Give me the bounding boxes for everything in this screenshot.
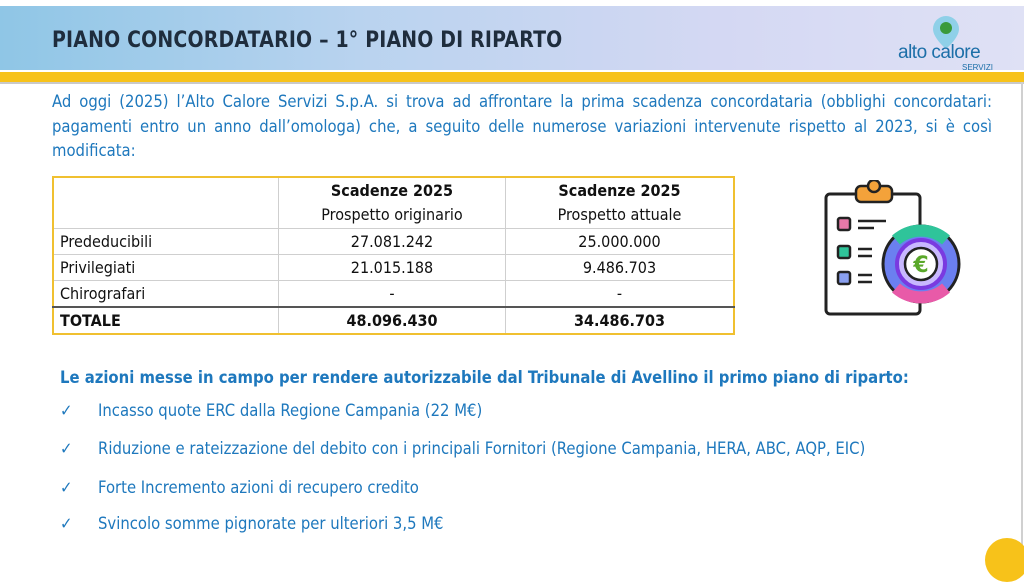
- action-text: Forte Incremento azioni di recupero cred…: [98, 478, 419, 497]
- alto-calore-logo: alto calore SERVIZI: [896, 12, 1006, 74]
- checkmark-icon: ✓: [60, 478, 73, 497]
- header-original: Scadenze 2025 Prospetto originario: [278, 176, 506, 229]
- column-title: Scadenze 2025: [558, 181, 681, 200]
- logo-text: alto calore: [898, 42, 981, 63]
- table-row: Privilegiati 21.015.188 9.486.703: [52, 254, 735, 281]
- right-divider: [1021, 82, 1023, 558]
- action-text: Riduzione e rateizzazione del debito con…: [98, 439, 866, 458]
- checkmark-icon: ✓: [60, 514, 73, 533]
- column-subtitle: Prospetto originario: [321, 205, 463, 224]
- cell-original: 27.081.242: [278, 228, 506, 255]
- action-text: Incasso quote ERC dalla Regione Campania…: [98, 401, 483, 420]
- deadlines-table: Scadenze 2025 Prospetto originario Scaden…: [52, 176, 735, 335]
- action-item: ✓ Incasso quote ERC dalla Regione Campani…: [60, 401, 482, 420]
- svg-text:€: €: [912, 253, 928, 278]
- clipboard-euro-icon: €: [824, 180, 961, 316]
- intro-paragraph: Ad oggi (2025) l’Alto Calore Servizi S.p…: [52, 92, 992, 160]
- table-row: Chirografari - -: [52, 280, 735, 308]
- header-empty-cell: [52, 176, 279, 229]
- location-pin-icon: [933, 16, 959, 49]
- header-gold-bar: [0, 72, 1024, 84]
- cell-current: -: [505, 280, 735, 308]
- table-header-row: Scadenze 2025 Prospetto originario Scaden…: [52, 176, 735, 229]
- column-title: Scadenze 2025: [330, 181, 454, 200]
- checkmark-icon: ✓: [60, 401, 73, 420]
- row-label: TOTALE: [52, 306, 279, 335]
- column-subtitle: Prospetto attuale: [557, 205, 682, 224]
- cell-original: 21.015.188: [278, 254, 506, 281]
- action-text: Svincolo somme pignorate per ulteriori 3…: [98, 514, 444, 533]
- cell-current: 25.000.000: [505, 228, 735, 255]
- cell-current: 34.486.703: [505, 306, 735, 335]
- row-label: Prededucibili: [52, 228, 279, 255]
- checkmark-icon: ✓: [60, 439, 73, 458]
- table-row: Prededucibili 27.081.242 25.000.000: [52, 228, 735, 255]
- slide-header: PIANO CONCORDATARIO – 1° PIANO DI RIPART…: [0, 6, 1024, 72]
- row-label: Chirografari: [52, 280, 279, 308]
- logo-subtext: SERVIZI: [962, 63, 993, 72]
- row-label: Privilegiati: [52, 254, 279, 281]
- actions-title: Le azioni messe in campo per rendere aut…: [60, 368, 909, 387]
- cell-original: -: [278, 280, 506, 308]
- slide-title: PIANO CONCORDATARIO – 1° PIANO DI RIPART…: [52, 28, 563, 53]
- total-row: TOTALE 48.096.430 34.486.703: [52, 306, 735, 335]
- action-item: ✓ Svincolo somme pignorate per ulteriori …: [60, 514, 444, 533]
- action-item: ✓ Riduzione e rateizzazione del debito co…: [60, 439, 865, 458]
- header-current: Scadenze 2025 Prospetto attuale: [505, 176, 735, 229]
- cell-current: 9.486.703: [505, 254, 735, 281]
- action-item: ✓ Forte Incremento azioni di recupero cre…: [60, 478, 419, 497]
- corner-decoration: [985, 538, 1024, 582]
- cell-original: 48.096.430: [278, 306, 506, 335]
